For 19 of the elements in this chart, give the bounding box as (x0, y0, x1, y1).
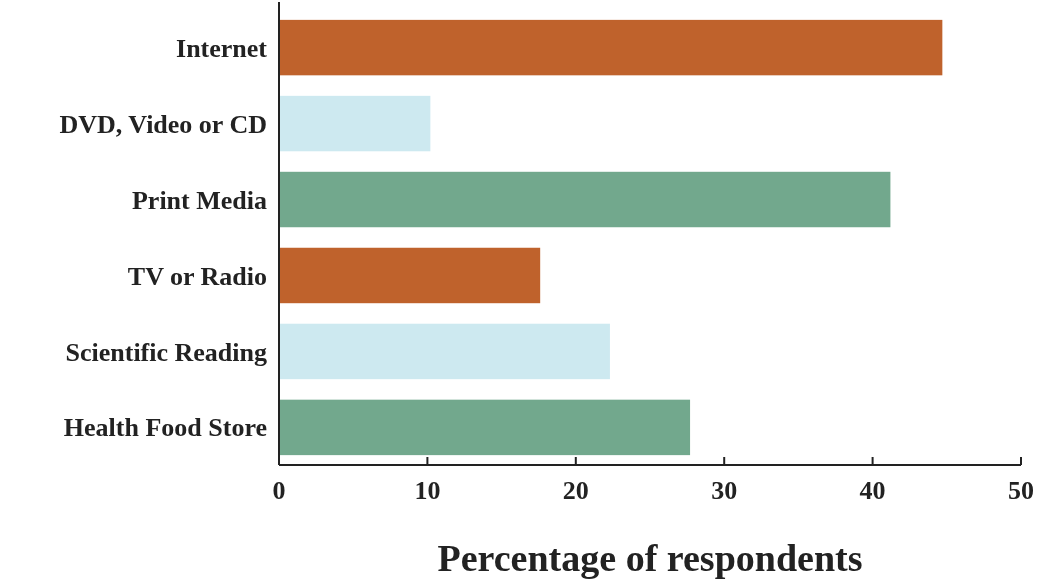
bar (279, 95, 431, 152)
bar (279, 19, 943, 76)
x-tick-label: 20 (562, 476, 589, 505)
y-tick-label: DVD, Video or CD (59, 109, 267, 139)
bar (279, 171, 891, 228)
y-tick-label: Scientific Reading (65, 337, 267, 367)
y-tick-label: TV or Radio (127, 261, 267, 291)
y-tick-label: Print Media (131, 185, 267, 215)
bar (279, 323, 610, 380)
x-tick-label: 10 (414, 476, 441, 505)
x-tick-label: 0 (272, 476, 286, 505)
x-tick-label: 40 (859, 476, 886, 505)
x-axis-title: Percentage of respondents (437, 537, 863, 579)
y-tick-label: Health Food Store (63, 413, 267, 443)
bar (279, 247, 541, 304)
y-tick-label: Internet (176, 33, 268, 63)
x-tick-label: 50 (1008, 476, 1034, 505)
bar (279, 399, 691, 456)
x-tick-label: 30 (711, 476, 738, 505)
